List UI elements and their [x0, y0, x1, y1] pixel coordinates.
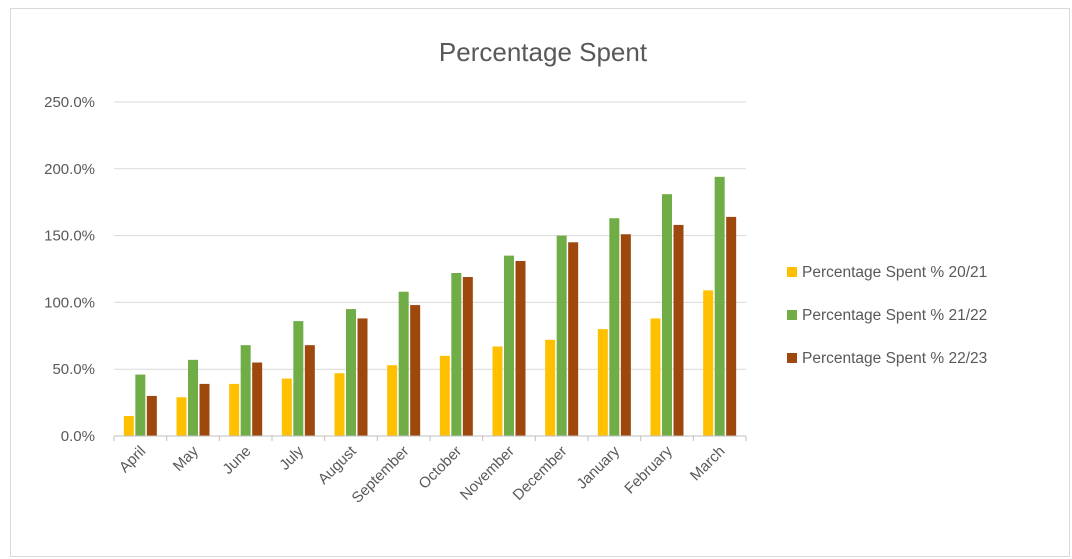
- bar-2: [451, 273, 462, 436]
- bar-3: [726, 216, 737, 436]
- chart-area: [10, 8, 1070, 557]
- legend-swatch: [787, 310, 797, 320]
- bar-2: [398, 291, 409, 436]
- bar-1: [597, 329, 608, 436]
- legend-swatch: [787, 267, 797, 277]
- y-axis-tick-labels: 0.0% 50.0% 100.0% 150.0% 200.0% 250.0%: [44, 94, 95, 445]
- bar-2: [504, 255, 514, 436]
- bar-1: [492, 346, 503, 436]
- legend-label: Percentage Spent % 20/21: [802, 264, 987, 281]
- x-tick-label: August: [315, 442, 361, 488]
- bars: [123, 176, 737, 437]
- bar-1: [229, 383, 240, 436]
- bar-3: [252, 362, 263, 436]
- bar-3: [357, 318, 368, 436]
- x-tick-label: June: [219, 443, 254, 478]
- gridlines: [114, 101, 746, 370]
- y-tick-label: 250.0%: [44, 94, 95, 111]
- y-tick-label: 50.0%: [52, 361, 95, 378]
- y-tick-label: 150.0%: [44, 228, 95, 245]
- bar-2: [293, 321, 304, 436]
- bar-2: [714, 176, 725, 437]
- chart-title: Percentage Spent: [439, 37, 648, 67]
- x-tick-label: November: [457, 443, 518, 504]
- bar-3: [515, 260, 526, 436]
- x-tick-label: October: [415, 443, 465, 493]
- bar-1: [176, 397, 187, 436]
- bar-2: [135, 374, 146, 436]
- legend: Percentage Spent % 20/21 Percentage Spent…: [787, 264, 987, 367]
- x-tick-label: May: [170, 442, 202, 474]
- bar-1: [703, 290, 714, 436]
- x-tick-label: March: [687, 443, 728, 484]
- bar-1: [123, 415, 134, 436]
- bar-3: [146, 395, 157, 436]
- bar-2: [188, 359, 198, 436]
- x-tick-label: January: [573, 442, 623, 492]
- bar-3: [410, 305, 421, 436]
- x-axis: [113, 435, 747, 441]
- y-tick-label: 0.0%: [61, 428, 95, 445]
- x-tick-label: September: [349, 443, 413, 507]
- bar-1: [439, 355, 450, 436]
- legend-swatch: [787, 353, 797, 363]
- bar-3: [620, 234, 631, 436]
- bar-3: [199, 383, 210, 436]
- bar-2: [662, 194, 672, 436]
- bar-2: [346, 309, 356, 436]
- bar-1: [650, 318, 661, 436]
- y-tick-label: 100.0%: [44, 294, 95, 311]
- bar-1: [545, 339, 556, 436]
- x-tick-label: April: [116, 443, 149, 476]
- bar-1: [281, 378, 292, 436]
- bar-2: [556, 235, 567, 436]
- bar-1: [334, 373, 345, 436]
- bar-2: [240, 345, 251, 436]
- bar-3: [673, 224, 684, 436]
- bar-3: [304, 345, 315, 436]
- bar-2: [609, 218, 620, 436]
- bar-3: [462, 277, 473, 436]
- bar-3: [568, 242, 579, 436]
- x-tick-label: July: [276, 442, 307, 473]
- bar-1: [387, 365, 398, 436]
- legend-label: Percentage Spent % 22/23: [802, 350, 987, 367]
- legend-label: Percentage Spent % 21/22: [802, 307, 987, 324]
- y-tick-label: 200.0%: [44, 161, 95, 178]
- x-tick-label: February: [621, 442, 676, 497]
- x-tick-label: December: [510, 443, 571, 504]
